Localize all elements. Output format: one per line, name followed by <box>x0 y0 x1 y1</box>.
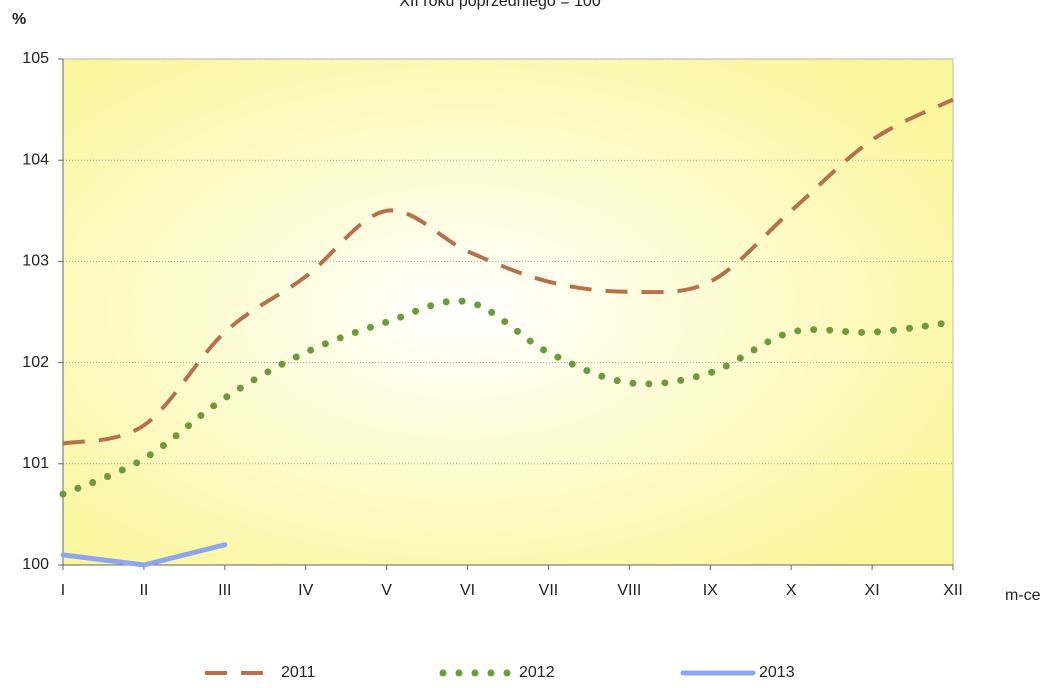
x-tick-label: XII <box>943 582 963 599</box>
x-tick-label: I <box>61 582 65 599</box>
x-tick-label: III <box>218 582 231 599</box>
y-tick-label: 103 <box>22 253 49 270</box>
y-tick-label: 104 <box>22 151 49 168</box>
x-tick-label: VII <box>539 582 559 599</box>
chart-title: XII roku poprzedniego = 100 <box>399 0 601 10</box>
x-tick-label: IX <box>703 582 718 599</box>
y-tick-label: 101 <box>22 455 49 472</box>
y-tick-label: 100 <box>22 556 49 573</box>
y-axis-label: % <box>12 11 26 28</box>
x-tick-label: II <box>139 582 148 599</box>
x-tick-label: IV <box>298 582 313 599</box>
x-tick-label: VI <box>460 582 475 599</box>
x-tick-label: V <box>381 582 392 599</box>
series-line <box>59 297 957 498</box>
legend-label: 2012 <box>519 664 555 681</box>
legend-label: 2011 <box>281 664 316 681</box>
y-tick-label: 105 <box>22 50 49 67</box>
y-tick-label: 102 <box>22 354 49 371</box>
legend-label: 2013 <box>759 664 795 681</box>
x-tick-label: XI <box>865 582 880 599</box>
series-line <box>62 97 954 446</box>
x-axis-label: m-ce <box>1005 587 1041 604</box>
series-line <box>60 542 228 568</box>
x-tick-label: X <box>786 582 797 599</box>
plot-area <box>62 58 954 566</box>
x-tick-label: VIII <box>617 582 641 599</box>
